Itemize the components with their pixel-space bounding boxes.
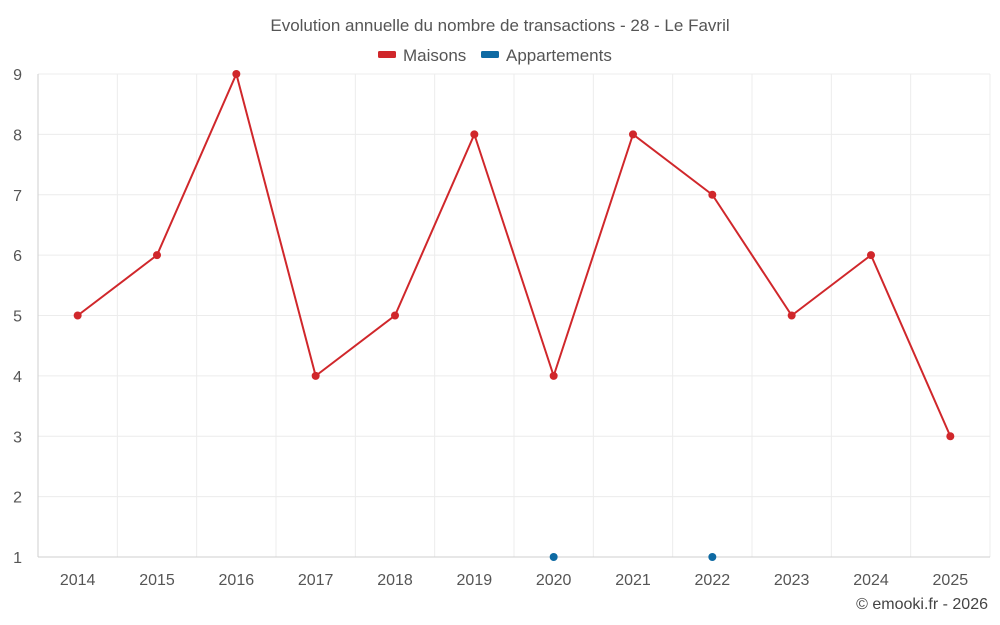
series-appartements bbox=[549, 553, 717, 561]
data-point[interactable] bbox=[549, 553, 558, 561]
x-tick-label: 2018 bbox=[377, 572, 413, 589]
legend-item-maisons[interactable]: Maisons bbox=[378, 46, 466, 65]
series-line-segment bbox=[790, 254, 872, 317]
x-tick-label: 2024 bbox=[853, 572, 889, 589]
axis-layer: 1 2 3 4 5 6 7 8 9 2014 2015 2016 2017 2018 2019 2020 202… bbox=[13, 67, 990, 589]
y-tick-label: 1 bbox=[13, 550, 22, 567]
y-tick-label: 2 bbox=[13, 490, 22, 507]
x-tick-label: 2015 bbox=[139, 572, 175, 589]
x-tick-label: 2017 bbox=[298, 572, 334, 589]
data-point[interactable] bbox=[232, 70, 241, 78]
series-line-segment bbox=[314, 314, 396, 377]
series-line-segment bbox=[870, 254, 952, 438]
x-tick-label: 2025 bbox=[933, 572, 969, 589]
legend-swatch bbox=[378, 51, 396, 58]
x-tick-label: 2023 bbox=[774, 572, 810, 589]
y-tick-label: 3 bbox=[13, 429, 22, 446]
chart-title: Evolution annuelle du nombre de transact… bbox=[270, 16, 729, 35]
series-maisons bbox=[73, 70, 955, 441]
series-line-segment bbox=[156, 73, 238, 257]
y-tick-label: 6 bbox=[13, 248, 22, 265]
x-tick-label: 2021 bbox=[615, 572, 651, 589]
data-point[interactable] bbox=[153, 251, 161, 260]
data-point[interactable] bbox=[549, 371, 558, 380]
data-point[interactable] bbox=[708, 190, 717, 199]
data-point[interactable] bbox=[629, 130, 637, 139]
data-point[interactable] bbox=[787, 311, 796, 320]
series-line-segment bbox=[394, 133, 476, 317]
x-tick-label: 2020 bbox=[536, 572, 572, 589]
y-tick-label: 7 bbox=[13, 188, 22, 205]
series-line-segment bbox=[711, 193, 793, 317]
x-tick-label: 2022 bbox=[695, 572, 731, 589]
series-line-segment bbox=[473, 133, 555, 377]
legend-label: Maisons bbox=[403, 46, 466, 65]
data-point[interactable] bbox=[391, 311, 399, 320]
grid-layer bbox=[37, 73, 991, 557]
series-layer bbox=[73, 70, 955, 561]
data-point[interactable] bbox=[470, 130, 479, 139]
y-tick-label: 9 bbox=[13, 67, 22, 84]
x-tick-label: 2014 bbox=[60, 572, 96, 589]
data-point[interactable] bbox=[867, 251, 875, 260]
data-point[interactable] bbox=[311, 371, 320, 380]
series-line-segment bbox=[76, 254, 158, 317]
legend: Maisons Appartements bbox=[378, 46, 612, 65]
data-point[interactable] bbox=[946, 432, 955, 441]
legend-swatch bbox=[481, 51, 499, 58]
y-tick-label: 8 bbox=[13, 127, 22, 144]
data-point[interactable] bbox=[73, 311, 82, 320]
x-tick-label: 2016 bbox=[219, 572, 255, 589]
series-line-segment bbox=[632, 133, 714, 196]
legend-label: Appartements bbox=[506, 46, 612, 65]
legend-item-appartements[interactable]: Appartements bbox=[481, 46, 612, 65]
series-line-segment bbox=[552, 133, 634, 377]
y-tick-label: 5 bbox=[13, 309, 22, 326]
y-tick-label: 4 bbox=[13, 369, 22, 386]
data-point[interactable] bbox=[708, 553, 717, 561]
series-line-segment bbox=[235, 73, 317, 377]
credit-text: © emooki.fr - 2026 bbox=[856, 596, 988, 613]
x-tick-label: 2019 bbox=[457, 572, 493, 589]
